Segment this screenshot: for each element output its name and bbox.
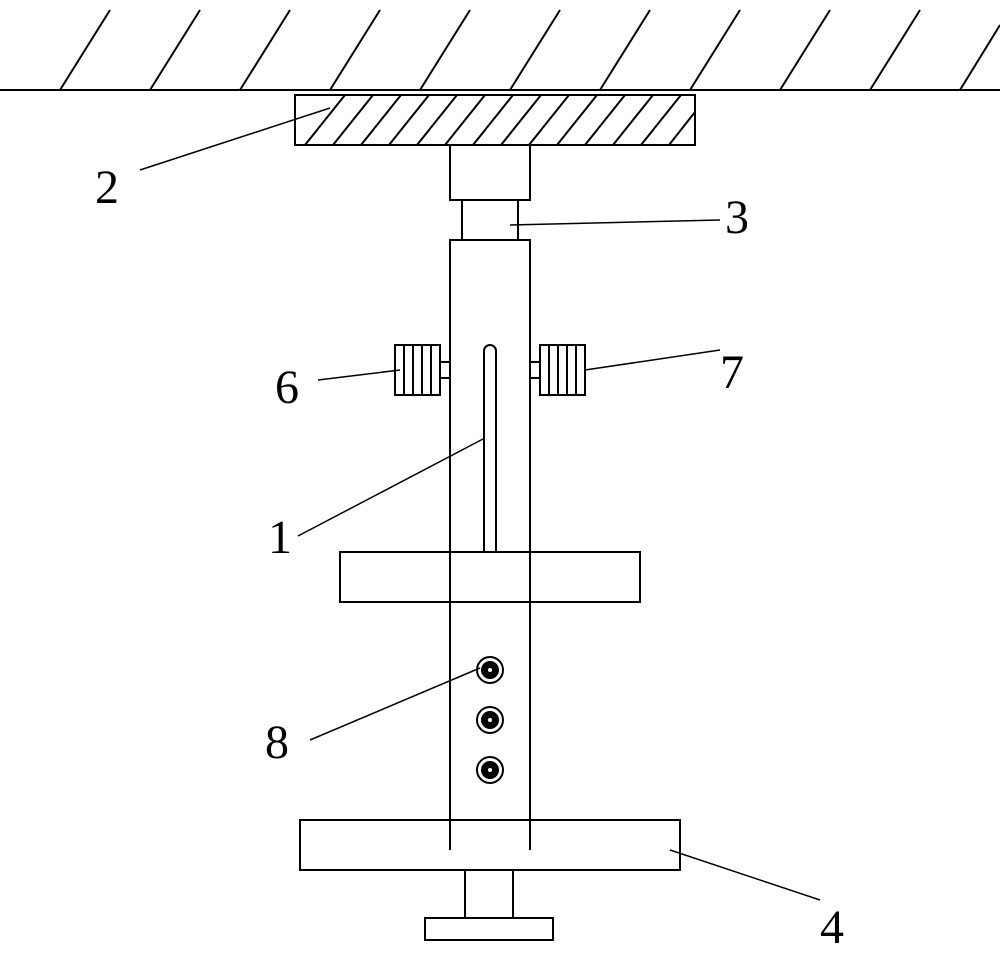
label-3: 3 [725,190,749,245]
diagram-canvas [0,0,1000,976]
main-column [450,240,530,850]
threaded-knob-right [530,345,585,395]
label-6: 6 [275,360,299,415]
mounting-plate-hatch [305,95,695,145]
label-1: 1 [268,510,292,565]
upper-platform [340,552,640,602]
bolt-hole-2 [477,707,503,733]
ceiling-hatch [60,10,1000,90]
bolt-hole-1 [477,657,503,683]
bottom-shaft [465,870,513,918]
upper-shaft-inner [462,200,518,240]
leader-lines [140,108,820,900]
upper-shaft-outer [450,145,530,200]
label-8: 8 [265,715,289,770]
bottom-cap [425,918,553,940]
mounting-plate [295,95,695,145]
label-4: 4 [820,900,844,955]
lower-platform [300,820,680,870]
bolt-hole-3 [477,757,503,783]
threaded-knob-left [395,345,450,395]
label-7: 7 [720,345,744,400]
label-2: 2 [95,160,119,215]
